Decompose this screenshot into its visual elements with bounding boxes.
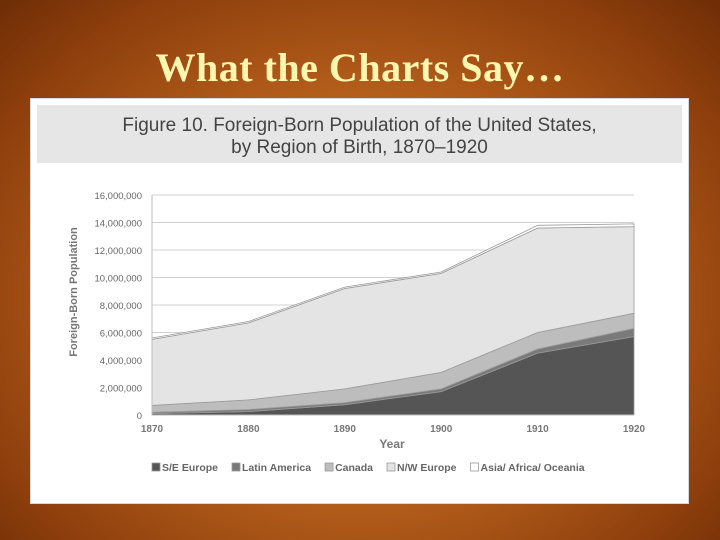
x-tick-label: 1890 <box>334 424 357 435</box>
legend-swatch <box>151 462 161 472</box>
x-axis-label: Year <box>379 437 405 451</box>
area-asia-africa-oceania <box>151 223 635 340</box>
legend-label: Canada <box>335 462 373 474</box>
y-tick-labels: 0 2,000,000 4,000,000 6,000,000 8,000,000 10,… <box>94 191 142 422</box>
y-tick-label: 4,000,000 <box>100 356 142 367</box>
legend-swatch <box>324 462 334 472</box>
legend-label: S/E Europe <box>162 462 218 474</box>
x-tick-labels: 1870 1880 1890 1900 1910 1920 <box>141 424 646 435</box>
figure-title: Figure 10. Foreign-Born Population of th… <box>37 115 682 159</box>
legend-item: Asia/ Africa/ Oceania <box>470 462 585 474</box>
figure-title-line-1: Figure 10. Foreign-Born Population of th… <box>122 115 597 136</box>
y-tick-label: 6,000,000 <box>100 329 142 340</box>
axes <box>151 195 634 416</box>
legend-item: Latin America <box>231 462 311 474</box>
x-tick-label: 1880 <box>237 424 260 435</box>
legend: S/E Europe Latin America Canada N/W Europe A… <box>151 462 585 474</box>
y-tick-label: 16,000,000 <box>94 191 142 202</box>
legend-label: Asia/ Africa/ Oceania <box>481 462 585 474</box>
legend-swatch <box>470 462 479 472</box>
y-tick-label: 10,000,000 <box>94 274 142 285</box>
legend-item: Canada <box>324 462 373 474</box>
legend-item: S/E Europe <box>151 462 218 474</box>
y-tick-label: 2,000,000 <box>100 384 142 395</box>
slide-title: What the Charts Say… <box>155 45 565 90</box>
y-tick-label: 0 <box>137 411 142 422</box>
x-tick-label: 1910 <box>526 424 549 435</box>
y-tick-label: 12,000,000 <box>94 246 142 257</box>
x-tick-label: 1920 <box>623 424 646 435</box>
figure-title-line-2: by Region of Birth, 1870–1920 <box>231 137 488 158</box>
x-tick-label: 1900 <box>430 424 453 435</box>
y-tick-label: 8,000,000 <box>100 301 142 312</box>
legend-swatch <box>231 462 241 472</box>
legend-swatch <box>386 462 396 472</box>
legend-item: N/W Europe <box>386 462 457 474</box>
y-tick-label: 14,000,000 <box>94 219 142 230</box>
legend-label: N/W Europe <box>397 462 457 474</box>
area-series <box>151 223 635 416</box>
figure-header: Figure 10. Foreign-Born Population of th… <box>37 105 682 163</box>
x-tick-label: 1870 <box>141 424 164 435</box>
y-axis-label: Foreign-Born Population <box>68 227 80 357</box>
legend-label: Latin America <box>242 462 311 474</box>
